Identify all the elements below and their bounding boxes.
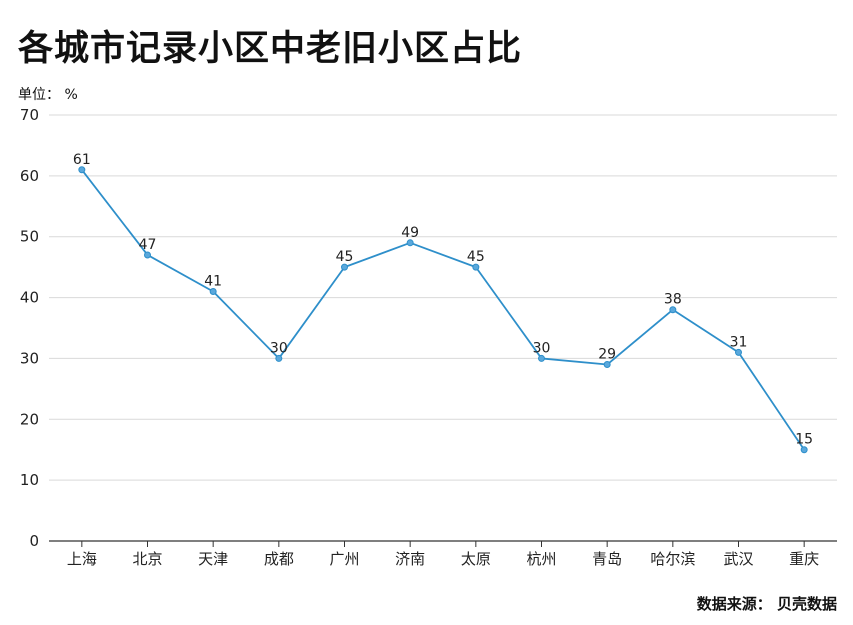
x-tick-label: 青岛 bbox=[592, 550, 622, 568]
data-label: 31 bbox=[730, 334, 748, 350]
data-point bbox=[669, 306, 677, 314]
x-tick-label: 济南 bbox=[395, 550, 425, 568]
grid-lines bbox=[49, 114, 837, 481]
data-point bbox=[275, 354, 283, 362]
data-point bbox=[603, 361, 611, 369]
y-tick-label: 10 bbox=[20, 471, 39, 489]
data-label: 38 bbox=[664, 292, 682, 308]
source-note: 数据来源： 贝壳数据 bbox=[696, 595, 837, 613]
data-label: 47 bbox=[139, 237, 157, 253]
x-tick-label: 成都 bbox=[264, 550, 294, 568]
x-tick-label: 太原 bbox=[461, 550, 491, 568]
x-tick-label: 哈尔滨 bbox=[650, 550, 695, 568]
data-point bbox=[538, 354, 545, 362]
y-axis-ticks: 0 10 20 30 40 50 60 70 bbox=[20, 106, 39, 550]
data-point bbox=[341, 263, 348, 271]
data-label: 45 bbox=[336, 249, 354, 265]
series-polyline bbox=[81, 169, 805, 451]
y-tick-label: 40 bbox=[20, 289, 39, 307]
x-tick-label: 武汉 bbox=[723, 550, 753, 568]
x-axis: 上海 北京 天津 成都 广州 济南 太原 杭州 青岛 哈尔滨 武汉 重庆 bbox=[49, 540, 837, 568]
data-label: 29 bbox=[598, 347, 616, 363]
data-label: 61 bbox=[73, 152, 91, 168]
x-tick-label: 上海 bbox=[67, 550, 97, 568]
y-tick-label: 20 bbox=[20, 410, 39, 428]
data-label: 45 bbox=[467, 249, 485, 265]
y-tick-label: 70 bbox=[20, 106, 39, 124]
y-tick-label: 60 bbox=[20, 167, 39, 185]
x-tick-label: 杭州 bbox=[526, 550, 556, 568]
data-label: 41 bbox=[204, 273, 222, 289]
data-point bbox=[800, 446, 808, 454]
data-label: 49 bbox=[401, 225, 419, 241]
data-point bbox=[144, 251, 151, 259]
data-point bbox=[472, 263, 480, 271]
x-tick-label: 北京 bbox=[132, 550, 162, 568]
chart-title: 各城市记录小区中老旧小区占比 bbox=[18, 29, 523, 69]
y-tick-label: 50 bbox=[20, 228, 39, 246]
y-tick-label: 30 bbox=[20, 349, 39, 367]
data-point bbox=[78, 166, 86, 174]
data-points bbox=[78, 166, 808, 454]
data-point bbox=[735, 348, 742, 356]
data-point bbox=[209, 287, 217, 295]
data-labels: 61 47 41 30 45 49 45 30 29 38 31 15 bbox=[73, 152, 813, 448]
x-tick-label: 重庆 bbox=[789, 550, 819, 568]
data-label: 30 bbox=[533, 340, 551, 356]
x-tick-label: 天津 bbox=[198, 550, 228, 568]
series-line bbox=[81, 169, 805, 451]
unit-label: 单位： % bbox=[18, 87, 78, 103]
y-tick-label: 0 bbox=[29, 532, 39, 550]
data-label: 15 bbox=[795, 432, 813, 448]
x-tick-label: 广州 bbox=[329, 550, 359, 568]
data-label: 30 bbox=[270, 340, 288, 356]
data-point bbox=[406, 239, 414, 247]
